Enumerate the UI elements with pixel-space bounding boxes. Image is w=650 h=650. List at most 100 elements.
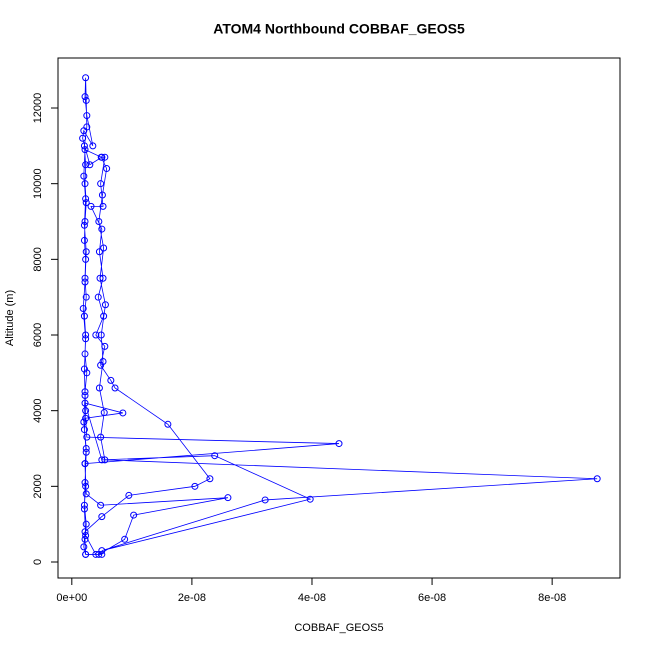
point	[81, 535, 89, 543]
y-tick-label: 0	[32, 559, 44, 565]
point	[80, 505, 88, 513]
point	[92, 331, 100, 339]
point	[164, 420, 172, 428]
point	[82, 248, 90, 256]
point	[86, 161, 94, 169]
point	[81, 274, 89, 282]
point	[82, 448, 90, 456]
point	[95, 218, 103, 226]
y-tick-label: 4000	[32, 398, 44, 422]
point	[81, 479, 89, 487]
point	[79, 134, 87, 142]
point	[97, 433, 105, 441]
point	[101, 153, 109, 161]
point	[82, 199, 90, 207]
point	[81, 388, 89, 396]
point	[89, 142, 97, 150]
y-tick-label: 12000	[32, 93, 44, 124]
point	[98, 225, 106, 233]
point	[82, 293, 90, 301]
point	[79, 305, 87, 313]
point	[99, 357, 107, 365]
point	[111, 384, 119, 392]
point	[81, 146, 89, 154]
point	[82, 407, 90, 415]
point	[82, 414, 90, 422]
x-tick-label: 4e-08	[298, 592, 326, 604]
point	[98, 550, 106, 558]
point	[95, 248, 103, 256]
point	[82, 532, 90, 540]
point	[82, 445, 90, 453]
point	[82, 520, 90, 528]
point	[96, 274, 104, 282]
point	[83, 112, 91, 120]
point	[82, 161, 90, 169]
point	[100, 409, 108, 417]
point	[82, 96, 90, 104]
point	[125, 491, 133, 499]
point	[107, 376, 115, 384]
x-tick-label: 8e-08	[538, 592, 566, 604]
point	[98, 191, 106, 199]
point	[119, 409, 127, 417]
y-axis-label: Altitude (m)	[4, 290, 16, 346]
point	[103, 165, 111, 173]
point	[80, 142, 88, 150]
point	[82, 331, 90, 339]
point	[98, 547, 106, 555]
point	[80, 127, 88, 135]
point	[81, 350, 89, 358]
point	[81, 180, 89, 188]
point	[82, 255, 90, 263]
point	[81, 399, 89, 407]
point	[100, 244, 108, 252]
point	[101, 301, 109, 309]
point	[82, 335, 90, 343]
point	[81, 528, 89, 536]
chart-title: ATOM4 Northbound COBBAF_GEOS5	[213, 21, 465, 37]
point	[82, 74, 90, 82]
point	[97, 180, 105, 188]
point	[98, 456, 106, 464]
y-tick-label: 2000	[32, 474, 44, 498]
plot-frame	[57, 57, 621, 579]
point	[101, 342, 109, 350]
point	[97, 501, 105, 509]
series-line	[82, 77, 598, 555]
point	[82, 195, 90, 203]
x-tick-label: 2e-08	[178, 592, 206, 604]
y-tick-label: 10000	[32, 168, 44, 199]
point	[97, 331, 105, 339]
point	[80, 418, 88, 426]
point	[97, 153, 105, 161]
x-axis-label: COBBAF_GEOS5	[294, 622, 383, 634]
point	[80, 312, 88, 320]
point	[95, 384, 103, 392]
point	[130, 511, 138, 519]
point	[306, 495, 314, 503]
point	[593, 475, 601, 483]
point	[100, 312, 108, 320]
point	[335, 440, 343, 448]
point	[97, 361, 105, 369]
point	[224, 494, 232, 502]
point	[191, 482, 199, 490]
point	[80, 501, 88, 509]
x-tick-label: 0e+00	[56, 592, 87, 604]
point	[101, 456, 109, 464]
y-tick-label: 8000	[32, 247, 44, 271]
point	[80, 365, 88, 373]
point	[82, 550, 90, 558]
point	[87, 202, 95, 210]
point	[82, 482, 90, 490]
point	[206, 475, 214, 483]
point	[121, 535, 129, 543]
x-tick-label: 6e-08	[418, 592, 446, 604]
point	[82, 490, 90, 498]
point	[80, 426, 88, 434]
point	[98, 513, 106, 521]
